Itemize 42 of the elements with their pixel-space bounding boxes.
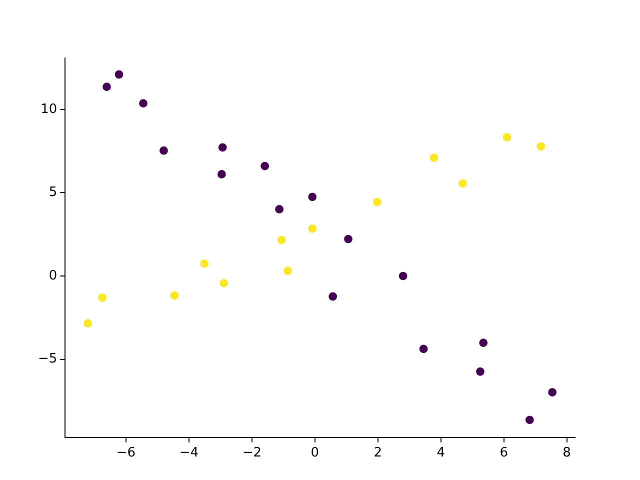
point — [114, 70, 124, 79]
point — [430, 154, 438, 162]
x-tick-label: 8 — [562, 446, 571, 461]
point — [502, 133, 512, 142]
x-tick-label: 4 — [436, 446, 445, 461]
point — [260, 162, 270, 170]
point — [328, 292, 338, 301]
point — [476, 367, 484, 376]
x-tick-label: −6 — [116, 446, 136, 461]
point — [102, 82, 111, 92]
point — [308, 192, 317, 202]
point — [284, 266, 292, 276]
point — [373, 198, 382, 206]
point — [525, 416, 534, 424]
point — [84, 319, 92, 328]
point — [218, 143, 227, 152]
x-tick-label: 0 — [310, 446, 320, 461]
point — [308, 224, 317, 233]
x-tick-label: 6 — [500, 446, 508, 461]
y-tick-label: 5 — [48, 185, 58, 200]
point — [344, 234, 352, 244]
point — [275, 205, 284, 214]
point — [479, 338, 488, 347]
point — [200, 259, 209, 268]
point — [458, 179, 467, 188]
point — [398, 272, 408, 280]
point — [277, 236, 286, 244]
point — [419, 344, 428, 354]
x-tick-label: 2 — [374, 446, 382, 461]
point — [98, 293, 107, 302]
point — [217, 170, 226, 178]
y-tick-label: 0 — [48, 268, 58, 284]
point — [220, 278, 228, 288]
point — [536, 142, 546, 151]
point — [139, 99, 148, 108]
y-tick-label: 10 — [40, 102, 58, 117]
y-tick-label: −5 — [38, 352, 58, 367]
x-tick-label: −4 — [179, 446, 199, 461]
point — [160, 146, 168, 155]
point — [170, 291, 179, 300]
x-tick-label: −2 — [242, 446, 262, 461]
point — [548, 388, 557, 396]
